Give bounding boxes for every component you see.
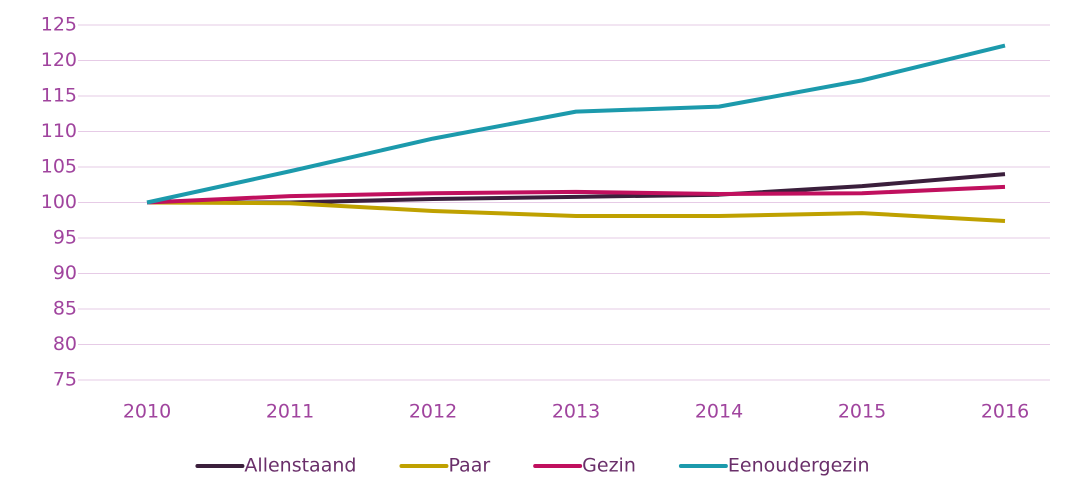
y-tick-label: 80 [53, 333, 77, 355]
y-tick-label: 100 [41, 191, 77, 213]
legend-label: Gezin [582, 455, 636, 477]
y-tick-label: 95 [53, 227, 77, 249]
series-line [146, 200, 1006, 223]
y-tick-label: 85 [53, 298, 77, 320]
y-tick-label: 125 [41, 14, 77, 36]
series-line [146, 184, 1006, 205]
y-tick-label: 110 [41, 120, 77, 142]
y-tick-label: 90 [53, 262, 77, 284]
x-tick-label: 2014 [695, 401, 743, 423]
legend-label: Eenoudergezin [728, 455, 870, 477]
x-tick-label: 2013 [552, 401, 600, 423]
x-tick-label: 2015 [838, 401, 886, 423]
series-line [146, 43, 1006, 205]
x-tick-label: 2016 [981, 401, 1029, 423]
y-tick-label: 105 [41, 156, 77, 178]
y-tick-label: 75 [53, 369, 77, 391]
x-tick-label: 2010 [123, 401, 171, 423]
legend-label: Allenstaand [244, 455, 356, 477]
legend-label: Paar [448, 455, 490, 477]
y-tick-label: 115 [41, 85, 77, 107]
x-tick-label: 2012 [409, 401, 457, 423]
x-tick-label: 2011 [266, 401, 314, 423]
y-tick-label: 120 [41, 49, 77, 71]
